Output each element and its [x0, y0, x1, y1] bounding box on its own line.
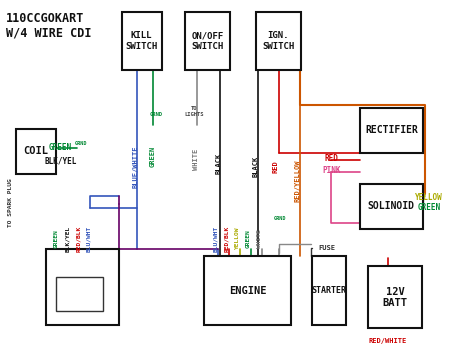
Text: YELLOW: YELLOW [415, 193, 443, 202]
Text: BLK/YEL: BLK/YEL [44, 157, 76, 166]
Text: WHITE: WHITE [256, 229, 262, 248]
Text: GRND: GRND [274, 216, 287, 221]
Text: RED/YELLOW: RED/YELLOW [294, 159, 301, 202]
FancyBboxPatch shape [121, 12, 162, 70]
Text: BLK/YEL: BLK/YEL [65, 226, 70, 252]
Text: RECTIFIER: RECTIFIER [365, 126, 418, 135]
Text: PINK: PINK [322, 166, 340, 175]
Text: COIL: COIL [23, 146, 48, 156]
FancyBboxPatch shape [256, 12, 301, 70]
FancyBboxPatch shape [359, 108, 423, 153]
Text: SOLINOID: SOLINOID [368, 201, 415, 211]
Text: RED/BLK: RED/BLK [76, 226, 81, 252]
Text: IGN.
SWITCH: IGN. SWITCH [262, 31, 294, 51]
Text: YELLOW: YELLOW [235, 228, 240, 250]
Text: GREEN: GREEN [49, 143, 72, 152]
FancyBboxPatch shape [312, 256, 346, 325]
Text: TO
LIGHTS: TO LIGHTS [184, 106, 203, 117]
FancyBboxPatch shape [359, 184, 423, 229]
Text: BLU/WHT: BLU/WHT [87, 226, 91, 252]
Text: 12V
BATT: 12V BATT [383, 287, 408, 308]
Text: 110CCGOKART
W/4 WIRE CDI: 110CCGOKART W/4 WIRE CDI [6, 12, 91, 40]
Text: ON/OFF
SWITCH: ON/OFF SWITCH [191, 31, 224, 51]
Text: STARTER: STARTER [312, 286, 347, 295]
Text: BLACK: BLACK [253, 156, 259, 177]
Text: RED/WHITE: RED/WHITE [369, 338, 407, 344]
Text: FUSE: FUSE [318, 245, 335, 251]
Text: TO SPARK PLUG: TO SPARK PLUG [9, 178, 13, 227]
Text: RED: RED [324, 153, 338, 162]
FancyBboxPatch shape [16, 129, 55, 174]
Text: KILL
SWITCH: KILL SWITCH [126, 31, 158, 51]
Text: GRND: GRND [149, 112, 163, 118]
Text: GREEN: GREEN [418, 203, 441, 212]
FancyBboxPatch shape [55, 277, 103, 311]
Text: RED: RED [273, 160, 279, 173]
FancyBboxPatch shape [368, 266, 422, 328]
Text: GRND: GRND [74, 141, 87, 146]
Text: ENGINE: ENGINE [229, 286, 266, 296]
FancyBboxPatch shape [204, 256, 291, 325]
FancyBboxPatch shape [185, 12, 230, 70]
Text: BLACK: BLACK [215, 153, 221, 174]
Text: RED/BLK: RED/BLK [224, 226, 229, 252]
Text: GREEN: GREEN [246, 229, 251, 248]
FancyBboxPatch shape [46, 249, 119, 325]
Text: GREEN: GREEN [54, 229, 59, 248]
Text: BLUE/WHITE: BLUE/WHITE [132, 145, 138, 188]
Text: GREEN: GREEN [149, 146, 155, 167]
Text: BLU/WHT: BLU/WHT [213, 226, 219, 252]
Text: WHITE: WHITE [193, 149, 199, 170]
Text: CDI: CDI [73, 282, 92, 292]
